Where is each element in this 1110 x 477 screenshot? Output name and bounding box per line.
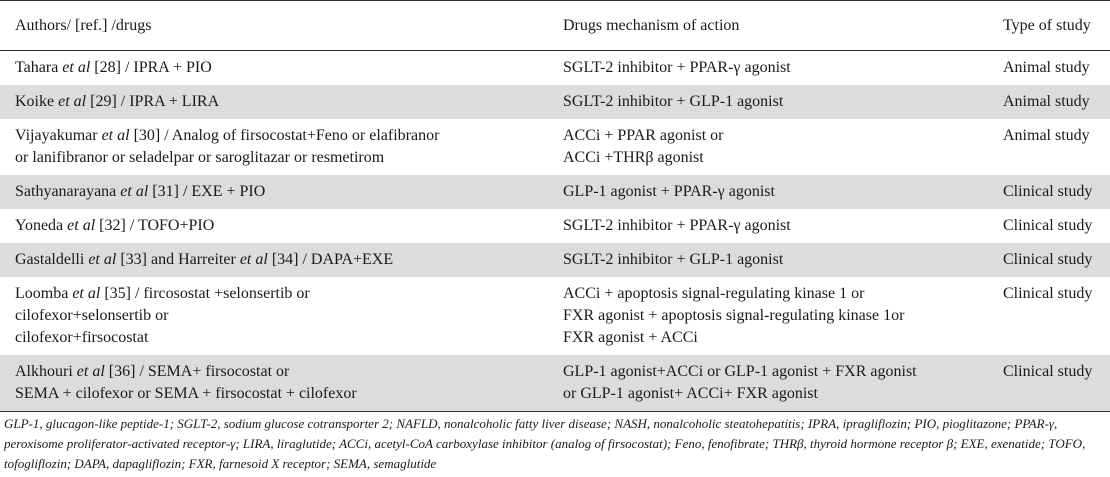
mechanism-line: FXR agonist + ACCi bbox=[563, 329, 698, 346]
cell-study-type: Animal study bbox=[1003, 59, 1090, 76]
cell-mechanism: ACCi + PPAR agonist or ACCi +THRβ agonist bbox=[563, 119, 1003, 175]
cell-mechanism: GLP-1 agonist + PPAR-γ agonist bbox=[563, 175, 1003, 209]
cell-authors: Alkhouri et al [36] / SEMA+ firsocostat … bbox=[0, 355, 563, 412]
mechanism-line: ACCi +THRβ agonist bbox=[563, 149, 704, 166]
mechanism-line: SGLT-2 inhibitor + PPAR-γ agonist bbox=[563, 59, 791, 76]
authors-text: Alkhouri bbox=[15, 363, 77, 380]
table-row: Vijayakumar et al [30] / Analog of firso… bbox=[0, 119, 1110, 175]
header-study-type: Type of study bbox=[1003, 17, 1091, 34]
table-footnote: GLP-1, glucagon-like peptide-1; SGLT-2, … bbox=[4, 416, 1086, 471]
cell-mechanism: ACCi + apoptosis signal-regulating kinas… bbox=[563, 277, 1003, 355]
et-al-text: et al bbox=[76, 363, 105, 380]
cell-study-type: Clinical study bbox=[1003, 285, 1093, 302]
cell-study-type: Animal study bbox=[1003, 85, 1110, 119]
authors-line: Sathyanarayana et al [31] / EXE + PIO bbox=[15, 181, 563, 203]
authors-line: et al [34] / DAPA+EXE bbox=[240, 251, 393, 268]
authors-text: [30] / Analog of firsocostat+Feno or ela… bbox=[129, 127, 440, 144]
authors-text: SEMA + cilofexor or SEMA + firsocostat +… bbox=[15, 385, 357, 402]
authors-text: Tahara bbox=[15, 59, 63, 76]
mechanism-line: ACCi + apoptosis signal-regulating kinas… bbox=[563, 285, 865, 302]
table-row: Yoneda et al [32] / TOFO+PIO SGLT-2 inhib… bbox=[0, 209, 1110, 243]
combination-therapy-table: Authors/ [ref.] /drugs Drugs mechanism o… bbox=[0, 0, 1110, 412]
cell-authors: Sathyanarayana et al [31] / EXE + PIO bbox=[0, 175, 563, 209]
authors-text: Vijayakumar bbox=[15, 127, 102, 144]
et-al-text: et al bbox=[101, 127, 130, 144]
cell-mechanism: GLP-1 agonist+ACCi or GLP-1 agonist + FX… bbox=[563, 355, 1003, 412]
authors-text: cilofexor+firsocostat bbox=[15, 329, 149, 346]
authors-text: [28] / IPRA + PIO bbox=[90, 59, 212, 76]
mechanism-line: or GLP-1 agonist+ ACCi+ FXR agonist bbox=[563, 385, 818, 402]
cell-mechanism: SGLT-2 inhibitor + PPAR-γ agonist bbox=[563, 51, 1003, 86]
authors-text: [35] / fircosostat +selonsertib or bbox=[100, 285, 310, 302]
authors-text: Sathyanarayana bbox=[15, 183, 121, 200]
et-al-text: et al bbox=[62, 59, 91, 76]
authors-line: SEMA + cilofexor or SEMA + firsocostat +… bbox=[15, 383, 563, 405]
mechanism-line: SGLT-2 inhibitor + GLP-1 agonist bbox=[563, 251, 784, 268]
header-mechanism: Drugs mechanism of action bbox=[563, 17, 740, 34]
mechanism-line: SGLT-2 inhibitor + GLP-1 agonist bbox=[563, 93, 784, 110]
header-authors: Authors/ [ref.] /drugs bbox=[15, 17, 152, 34]
mechanism-line: GLP-1 agonist + PPAR-γ agonist bbox=[563, 183, 775, 200]
authors-line: Koike et al [29] / IPRA + LIRA bbox=[15, 91, 563, 113]
authors-line: Yoneda et al [32] / TOFO+PIO bbox=[15, 215, 563, 237]
table-header-row: Authors/ [ref.] /drugs Drugs mechanism o… bbox=[0, 0, 1110, 51]
cell-study-type: Clinical study bbox=[1003, 175, 1110, 209]
authors-line: cilofexor+firsocostat bbox=[15, 327, 563, 349]
authors-text: [32] / TOFO+PIO bbox=[95, 217, 215, 234]
authors-line: Alkhouri et al [36] / SEMA+ firsocostat … bbox=[15, 361, 563, 383]
authors-line: cilofexor+selonsertib or bbox=[15, 305, 563, 327]
et-al-text: et al bbox=[239, 251, 268, 268]
cell-mechanism: SGLT-2 inhibitor + GLP-1 agonist bbox=[563, 85, 1003, 119]
cell-mechanism: SGLT-2 inhibitor + PPAR-γ agonist bbox=[563, 209, 1003, 243]
mechanism-line: GLP-1 agonist+ACCi or GLP-1 agonist + FX… bbox=[563, 363, 917, 380]
cell-study-type: Clinical study bbox=[1003, 243, 1110, 277]
cell-authors: Gastaldelli et al [33] and Harreiter et … bbox=[0, 243, 563, 277]
authors-text: [29] / IPRA + LIRA bbox=[86, 93, 220, 110]
mechanism-line: FXR agonist + apoptosis signal-regulatin… bbox=[563, 307, 905, 324]
table-row: Alkhouri et al [36] / SEMA+ firsocostat … bbox=[0, 355, 1110, 412]
table-body: Tahara et al [28] / IPRA + PIO SGLT-2 inh… bbox=[0, 51, 1110, 412]
authors-text: [36] / SEMA+ firsocostat or bbox=[104, 363, 290, 380]
mechanism-line: SGLT-2 inhibitor + PPAR-γ agonist bbox=[563, 217, 791, 234]
authors-line: Tahara et al [28] / IPRA + PIO bbox=[15, 57, 563, 79]
et-al-text: et al bbox=[88, 251, 117, 268]
authors-text: Gastaldelli bbox=[15, 251, 89, 268]
authors-text: cilofexor+selonsertib or bbox=[15, 307, 169, 324]
cell-study-type: Clinical study bbox=[1003, 217, 1093, 234]
authors-text: or lanifibranor or seladelpar or sarogli… bbox=[15, 149, 385, 166]
et-al-text: et al bbox=[58, 93, 87, 110]
cell-mechanism: SGLT-2 inhibitor + GLP-1 agonist bbox=[563, 243, 1003, 277]
authors-text: [33] and Harreiter bbox=[116, 251, 240, 268]
authors-text: [31] / EXE + PIO bbox=[148, 183, 266, 200]
table-row: Tahara et al [28] / IPRA + PIO SGLT-2 inh… bbox=[0, 51, 1110, 86]
table-row: Gastaldelli et al [33] and Harreiter et … bbox=[0, 243, 1110, 277]
cell-authors: Tahara et al [28] / IPRA + PIO bbox=[0, 51, 563, 86]
authors-text: Yoneda bbox=[15, 217, 68, 234]
authors-line: Vijayakumar et al [30] / Analog of firso… bbox=[15, 125, 563, 147]
authors-text: Loomba bbox=[15, 285, 73, 302]
cell-authors: Vijayakumar et al [30] / Analog of firso… bbox=[0, 119, 563, 175]
authors-text: Koike bbox=[15, 93, 59, 110]
cell-authors: Koike et al [29] / IPRA + LIRA bbox=[0, 85, 563, 119]
authors-line: Gastaldelli et al [33] and Harreiter bbox=[15, 251, 240, 268]
authors-text: [34] / DAPA+EXE bbox=[267, 251, 394, 268]
cell-authors: Yoneda et al [32] / TOFO+PIO bbox=[0, 209, 563, 243]
et-al-text: et al bbox=[67, 217, 96, 234]
authors-line: Loomba et al [35] / fircosostat +selonse… bbox=[15, 283, 563, 305]
table-row: Koike et al [29] / IPRA + LIRA SGLT-2 inh… bbox=[0, 85, 1110, 119]
cell-authors: Loomba et al [35] / fircosostat +selonse… bbox=[0, 277, 563, 355]
cell-study-type: Animal study bbox=[1003, 127, 1090, 144]
table-row: Sathyanarayana et al [31] / EXE + PIO GLP… bbox=[0, 175, 1110, 209]
et-al-text: et al bbox=[72, 285, 101, 302]
table-row: Loomba et al [35] / fircosostat +selonse… bbox=[0, 277, 1110, 355]
authors-line: or lanifibranor or seladelpar or sarogli… bbox=[15, 147, 563, 169]
et-al-text: et al bbox=[120, 183, 149, 200]
cell-study-type: Clinical study bbox=[1003, 355, 1110, 412]
mechanism-line: ACCi + PPAR agonist or bbox=[563, 127, 724, 144]
